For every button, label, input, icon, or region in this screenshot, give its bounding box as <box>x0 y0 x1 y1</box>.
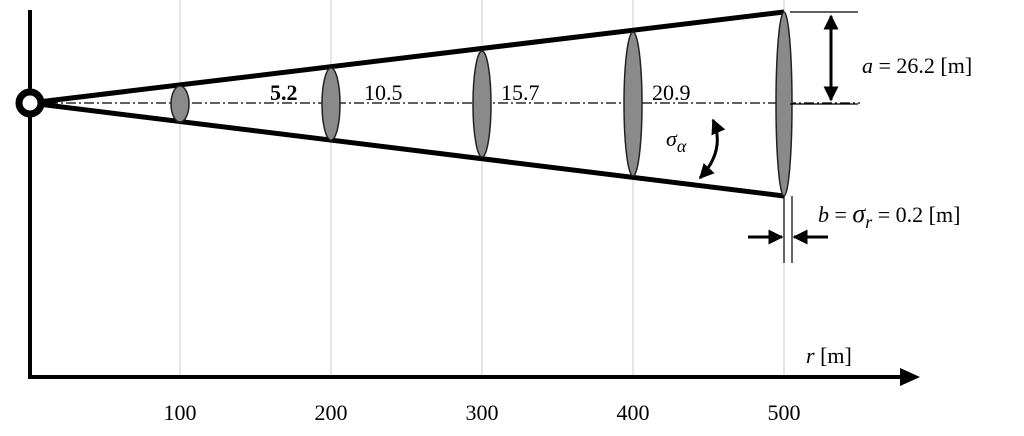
ellipses <box>170 11 793 197</box>
sigma: σ <box>852 199 866 228</box>
uncertainty-ellipse <box>623 31 643 177</box>
cone-edge <box>29 100 785 199</box>
uncertainty-ellipse <box>775 11 793 197</box>
uncertainty-ellipse <box>170 85 190 123</box>
axis-unit: [m] <box>820 343 852 368</box>
b-label: b = σr = 0.2 [m] <box>818 199 960 232</box>
ellipse-label: 15.7 <box>501 80 540 105</box>
ellipse-label: 10.5 <box>364 80 403 105</box>
x-tick-label: 200 <box>315 400 348 425</box>
axis-arrow <box>900 368 920 386</box>
angle-arrow <box>698 118 726 180</box>
a-symbol: a <box>862 53 873 78</box>
axis-symbol: r <box>806 343 815 368</box>
axis-label: r [m] <box>806 343 852 368</box>
subscript: α <box>677 136 687 156</box>
sigma: σ <box>666 126 678 151</box>
b-symbol: b <box>818 202 829 227</box>
ellipse-label: 5.2 <box>270 80 298 105</box>
a-value: = 26.2 [m] <box>879 53 973 78</box>
b-value: = 0.2 [m] <box>878 202 961 227</box>
x-tick-label: 300 <box>466 400 499 425</box>
sigma-alpha-label: σα <box>666 126 687 156</box>
x-tick-label: 100 <box>164 400 197 425</box>
ellipse-label: 20.9 <box>652 80 691 105</box>
subscript: r <box>865 212 873 232</box>
origin-marker <box>15 88 45 118</box>
uncertainty-ellipse <box>472 50 492 158</box>
equals: = <box>835 202 847 227</box>
x-tick-label: 400 <box>617 400 650 425</box>
x-tick-label: 500 <box>768 400 801 425</box>
uncertainty-ellipse <box>321 67 341 141</box>
cone-edge <box>29 9 785 106</box>
a-label: a = 26.2 [m] <box>862 53 972 78</box>
